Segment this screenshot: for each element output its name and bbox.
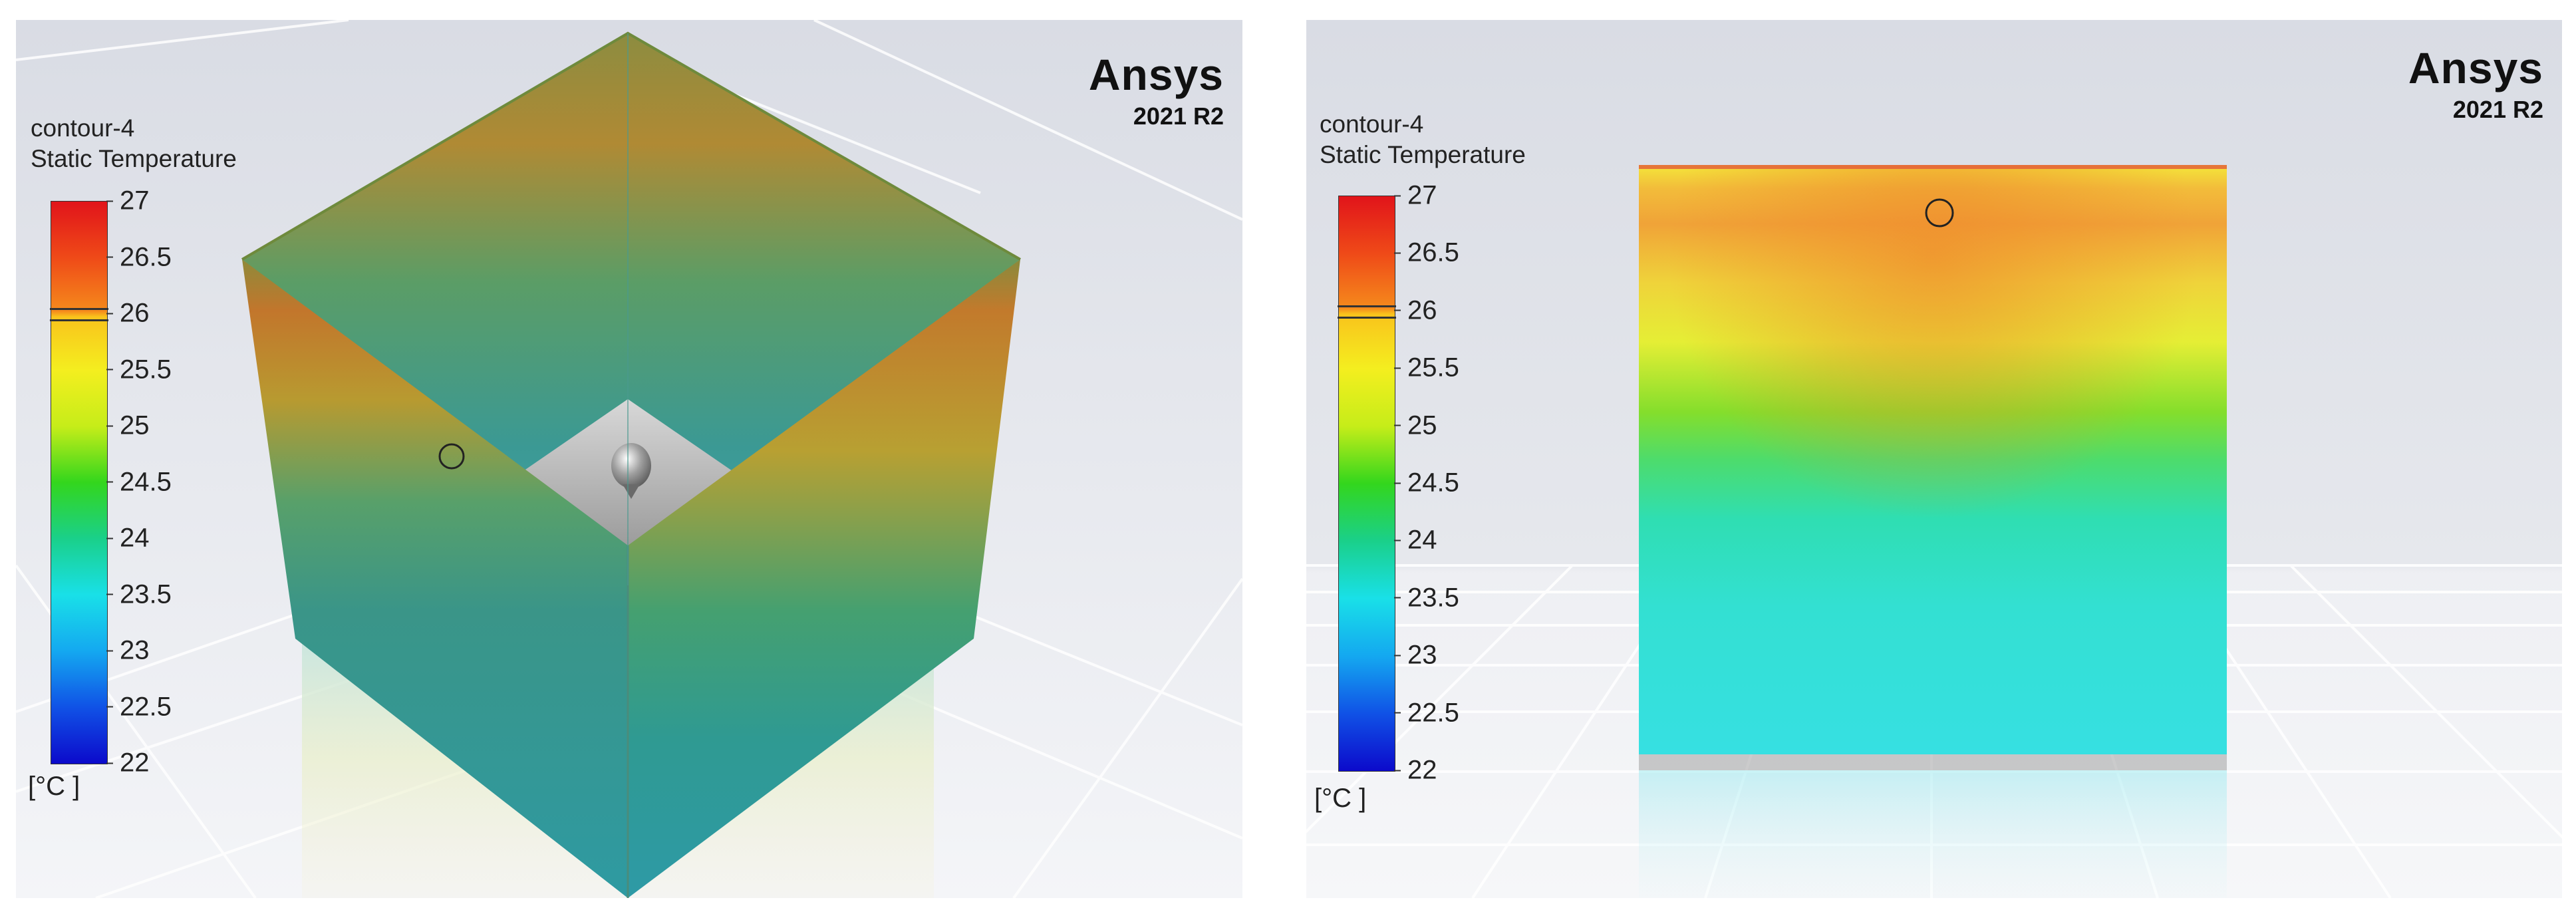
colorbar-tick: 26.5 [106,242,172,272]
colorbar-tick: 23 [106,636,150,666]
graphics-viewport[interactable] [1306,20,2562,898]
colorbar-tick: 24 [106,524,150,553]
colorbar-tick: 24.5 [106,467,172,497]
tick-label: 24.5 [120,467,172,496]
contour-name: contour-4 [31,114,135,142]
colorbar-tick: 23 [1394,641,1437,671]
colorbar-tick: 26.5 [1394,238,1459,268]
colorbar-tick: 23.5 [106,579,172,609]
tick-label: 26.5 [1407,237,1459,267]
tick-label: 27 [1407,180,1437,210]
colorbar-tick: 22 [106,748,150,778]
brand-name: Ansys [1088,50,1224,99]
colorbar-tick: 26 [106,299,150,329]
tick-label: 22.5 [120,692,172,721]
colorbar-tick: 22.5 [106,692,172,722]
tick-label: 22 [1407,755,1437,785]
colorbar-marker [1338,305,1396,319]
contour-variable: Static Temperature [1320,141,1526,168]
ansys-logo: Ansys 2021 R2 [2408,43,2543,124]
brand-version: 2021 R2 [1133,102,1224,130]
tick-label: 27 [120,186,150,216]
legend-title: contour-4 Static Temperature [1320,109,1526,170]
tick-label: 26 [120,298,150,328]
colorbar [1338,196,1396,772]
colorbar-unit: [°C ] [1314,784,1367,813]
tick-label: 25.5 [120,355,172,384]
contour-variable: Static Temperature [31,145,237,172]
colorbar-tick: 25.5 [106,355,172,384]
tick-label: 24 [120,523,150,553]
ansys-logo: Ansys 2021 R2 [1089,49,1224,130]
tick-label: 23 [1407,640,1437,670]
colorbar-tick: 22.5 [1394,698,1459,728]
graphics-viewport[interactable] [16,20,1242,898]
tick-label: 22 [120,748,150,778]
colorbar-tick: 22 [1394,756,1437,786]
tick-label: 24.5 [1407,468,1459,498]
colorbar-tick: 25.5 [1394,353,1459,383]
colorbar-unit: [°C ] [28,772,80,801]
tick-label: 25.5 [1407,353,1459,382]
tick-label: 23.5 [1407,583,1459,613]
colorbar-tick: 23.5 [1394,583,1459,613]
contour-panel-isometric: Ansys 2021 R2 contour-4 Static Temperatu… [16,20,1242,898]
legend-title: contour-4 Static Temperature [31,113,237,174]
colorbar-tick: 26 [1394,295,1437,325]
brand-name: Ansys [2408,43,2543,92]
colorbar-tick: 24 [1394,526,1437,555]
contour-panel-front: Ansys 2021 R2 contour-4 Static Temperatu… [1306,20,2562,898]
colorbar-tick: 24.5 [1394,468,1459,498]
colorbar-tick: 27 [106,186,150,216]
colorbar-tick: 25 [106,411,150,441]
colorbar-tick: 27 [1394,181,1437,211]
tick-label: 26 [1407,295,1437,325]
tick-label: 25 [120,410,150,440]
brand-version: 2021 R2 [2452,96,2543,123]
tick-label: 24 [1407,525,1437,555]
tick-label: 25 [1407,410,1437,440]
contour-name: contour-4 [1320,110,1424,138]
colorbar [50,201,108,764]
colorbar-marker [50,308,108,321]
tick-label: 23 [120,635,150,665]
tick-label: 23.5 [120,579,172,609]
tick-label: 22.5 [1407,698,1459,728]
tick-label: 26.5 [120,242,172,271]
colorbar-tick: 25 [1394,410,1437,440]
